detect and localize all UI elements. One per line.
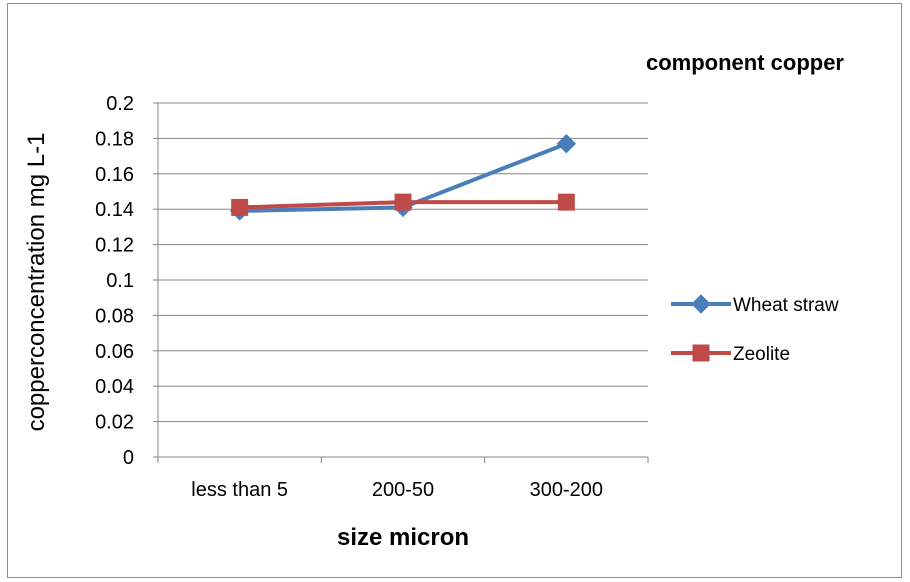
series	[229, 134, 577, 221]
chart-frame	[7, 3, 902, 578]
legend-marker	[691, 294, 711, 314]
legend-label: Zeolite	[733, 344, 790, 365]
y-tick-labels: 0 0.02 0.04 0.06 0.08 0.1 0.12 0.14 0.16 0.18 0.2	[95, 93, 134, 469]
x-tick-label: less than 5	[191, 479, 288, 501]
data-point	[231, 198, 249, 216]
y-axis-title: copperconcentration mg L-1	[23, 133, 50, 432]
x-axis-title: size micron	[337, 524, 469, 551]
data-point	[394, 193, 412, 211]
legend-item: Zeolite	[671, 344, 790, 365]
y-tick-label: 0.18	[95, 128, 134, 150]
gridlines	[158, 102, 648, 423]
x-tick-label: 200-50	[372, 479, 434, 501]
y-tick-label: 0.16	[95, 164, 134, 186]
y-tick-label: 0.08	[95, 305, 134, 327]
data-point	[557, 193, 575, 211]
x-tick-label: 300-200	[530, 479, 603, 501]
series-zeolite	[231, 193, 575, 216]
axes	[153, 102, 649, 463]
data-point	[556, 134, 577, 154]
legend-label: Wheat straw	[733, 295, 839, 316]
x-tick-labels: less than 5 200-50 300-200	[191, 479, 603, 501]
y-tick-label: 0.12	[95, 235, 134, 257]
chart-title: component copper	[646, 50, 844, 75]
y-tick-label: 0.14	[95, 199, 134, 221]
y-tick-label: 0.06	[95, 341, 134, 363]
legend-item: Wheat straw	[671, 294, 839, 316]
y-tick-label: 0.04	[95, 376, 134, 398]
y-tick-label: 0.2	[106, 93, 134, 115]
y-tick-label: 0	[123, 447, 134, 469]
y-tick-label: 0.1	[106, 270, 134, 292]
legend-marker	[692, 344, 710, 362]
y-tick-label: 0.02	[95, 412, 134, 434]
legend: Wheat straw Zeolite	[671, 294, 839, 365]
